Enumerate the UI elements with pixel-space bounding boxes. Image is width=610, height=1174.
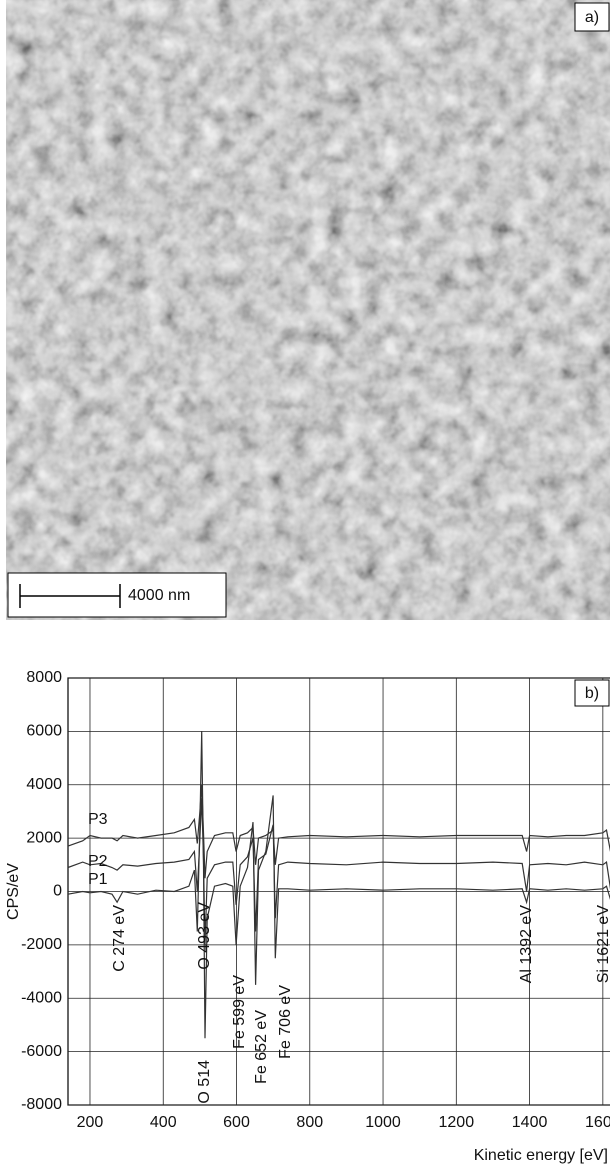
x-tick-label: 1600 [585,1114,610,1131]
chart: -8000 -6000 -4000 -2000 0 2000 4000 6000 8000 200… [5,669,610,1164]
spectrum-line [67,798,610,945]
y-tick-label: 2000 [26,829,62,846]
peak-annotation: O 493 eV [196,902,213,970]
x-tick-label: 1200 [439,1114,475,1131]
panel-label-box [574,679,610,707]
y-tick-label: -2000 [21,936,62,953]
sem-image-panel: a) 4000 nm [6,0,610,620]
panel-label: b) [585,685,599,702]
y-tick-label: 8000 [26,669,62,686]
sem-image [6,0,610,620]
x-tick-label: 600 [223,1114,250,1131]
x-tick-label: 400 [150,1114,177,1131]
y-tick-label: -8000 [21,1096,62,1113]
scale-bar-label: 4000 nm [128,587,190,604]
series-label: P1 [88,871,108,888]
x-tick-label: 800 [296,1114,323,1131]
series-label: P3 [88,811,108,828]
peak-annotation: O 514 [196,1060,213,1104]
y-axis-label: CPS/eV [5,863,22,920]
peak-annotation: Al 1392 eV [518,905,535,984]
spectrum-line [67,784,610,879]
y-tick-label: -6000 [21,1043,62,1060]
panel-label-box [574,2,610,32]
x-tick-label: 1400 [512,1114,548,1131]
x-tick-label: 200 [77,1114,104,1131]
scale-bar-box [7,572,227,618]
panel-label: a) [585,9,599,26]
peak-annotation: C 274 eV [111,905,128,972]
peak-annotation: Fe 599 eV [231,975,248,1049]
peak-annotation: Si 1621 eV [595,905,610,984]
y-tick-label: -4000 [21,989,62,1006]
y-tick-label: 4000 [26,776,62,793]
x-tick-label: 1000 [365,1114,401,1131]
spectrum-line [67,731,610,1039]
series-label: P2 [88,853,108,870]
peak-annotation: Fe 652 eV [253,1010,270,1084]
y-tick-label: 6000 [26,723,62,740]
x-axis-label: Kinetic energy [eV] [474,1147,608,1164]
y-tick-label: 0 [53,883,62,900]
peak-annotation: Fe 706 eV [277,985,294,1059]
